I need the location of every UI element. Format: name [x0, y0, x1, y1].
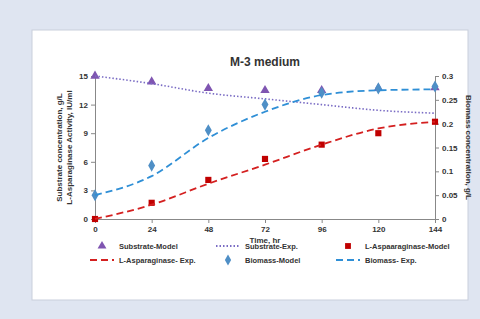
tick-mark [208, 219, 209, 223]
tick-label: 144 [429, 225, 443, 234]
tick-label: 96 [318, 225, 327, 234]
tick-label: 9 [84, 129, 89, 138]
tick-label: 120 [372, 225, 386, 234]
tick: 9 [84, 129, 95, 138]
tick: 0.25 [435, 96, 458, 105]
marker [148, 160, 155, 172]
tick-mark [435, 148, 439, 149]
tick-label: 0.25 [442, 96, 458, 105]
legend: Substrate-Model Substrate-Exp. L-Aspaaragi… [90, 241, 450, 266]
tick-label: 0.3 [442, 72, 454, 81]
tick-mark [91, 133, 95, 134]
legend-symbol [98, 241, 107, 249]
tick-mark [435, 171, 439, 172]
tick-label: 0 [84, 215, 89, 224]
legend-label: Biomass-Model [245, 256, 300, 265]
tick: 0.1 [435, 167, 454, 176]
legend-symbol [216, 245, 240, 247]
legend-item: Biomass- Exp. [336, 256, 417, 265]
y-axis-title-line: L-Asparaginase Activity, IU/ml [65, 90, 74, 204]
background [0, 0, 480, 319]
y-axis-title-line: Substrate concentration, g/L [55, 93, 64, 202]
line [95, 76, 435, 113]
tick: 120 [372, 219, 386, 234]
tick: 12 [79, 101, 95, 110]
tick-label: 12 [79, 101, 88, 110]
chart-panel [32, 30, 468, 300]
tick-label: 48 [204, 225, 213, 234]
tick-label: 0 [442, 215, 447, 224]
tick-label: 3 [84, 186, 89, 195]
x-axis: 0 24 48 72 96 120 144 [93, 219, 442, 234]
tick-mark [378, 219, 379, 223]
legend-label: L-Aspaaraginase-Model [365, 242, 450, 251]
legend-label: L-Asparaginase- Exp. [119, 256, 196, 265]
legend-symbol [336, 259, 360, 261]
line [95, 122, 435, 219]
marker [432, 80, 439, 92]
marker [204, 83, 213, 91]
legend-item: Substrate-Exp. [216, 242, 298, 251]
tick-mark [91, 105, 95, 106]
marker [375, 82, 382, 94]
legend-label: Biomass- Exp. [365, 256, 417, 265]
legend-label: Substrate-Model [119, 242, 178, 251]
tick: 24 [148, 219, 157, 234]
y-axis-title: Substrate concentration, g/LL-Asparagina… [55, 90, 74, 204]
title: M-3 medium [230, 55, 300, 69]
y2-axis-title: Biomass concentration, g/L [464, 95, 473, 200]
tick-mark [265, 219, 266, 223]
legend-item: L-Aspaaraginase-Model [345, 242, 450, 251]
marker [375, 130, 381, 136]
tick: 6 [84, 158, 95, 167]
tick: 0.05 [435, 191, 458, 200]
legend-symbol [90, 259, 114, 261]
marker [262, 156, 268, 162]
tick-label: 6 [84, 158, 89, 167]
tick: 96 [318, 219, 327, 234]
x-axis-line [96, 220, 436, 224]
marker [260, 85, 269, 93]
tick-label: 0.1 [442, 167, 454, 176]
marker [90, 71, 99, 79]
tick: 72 [261, 219, 270, 234]
tick-label: 24 [148, 225, 157, 234]
legend-symbol [225, 255, 231, 266]
marker [318, 87, 325, 99]
tick-mark [91, 162, 95, 163]
tick-label: 0.15 [442, 144, 458, 153]
tick-mark [435, 195, 439, 196]
tick: 0.3 [435, 72, 454, 81]
legend-item: Biomass-Model [225, 255, 301, 266]
tick-label: 15 [79, 72, 88, 81]
y2-axis: 0 0.05 0.1 0.15 0.2 0.25 0.3 [435, 72, 458, 224]
tick: 144 [429, 219, 443, 234]
legend-symbol [345, 243, 351, 249]
plot-area [90, 71, 439, 222]
tick-label: 0 [93, 225, 98, 234]
legend-item: Substrate-Model [98, 241, 178, 251]
tick-mark [435, 76, 439, 77]
line [95, 89, 435, 195]
tick-mark [435, 100, 439, 101]
tick: 0 [435, 215, 447, 224]
legend-label: Substrate-Exp. [245, 242, 298, 251]
marker [205, 124, 212, 136]
y2-axis-line [436, 77, 440, 220]
tick-mark [435, 219, 439, 220]
chart: M-3 medium0244872961201440369121500.050.… [0, 0, 480, 319]
tick-label: 0.2 [442, 120, 454, 129]
marker [262, 99, 269, 111]
legend-item: L-Asparaginase- Exp. [90, 256, 196, 265]
tick: 48 [204, 219, 213, 234]
tick-mark [152, 219, 153, 223]
tick: 0.15 [435, 144, 458, 153]
tick-label: 72 [261, 225, 270, 234]
y-axis: 0 3 6 9 12 15 [79, 72, 95, 224]
tick-mark [322, 219, 323, 223]
tick-label: 0.05 [442, 191, 458, 200]
